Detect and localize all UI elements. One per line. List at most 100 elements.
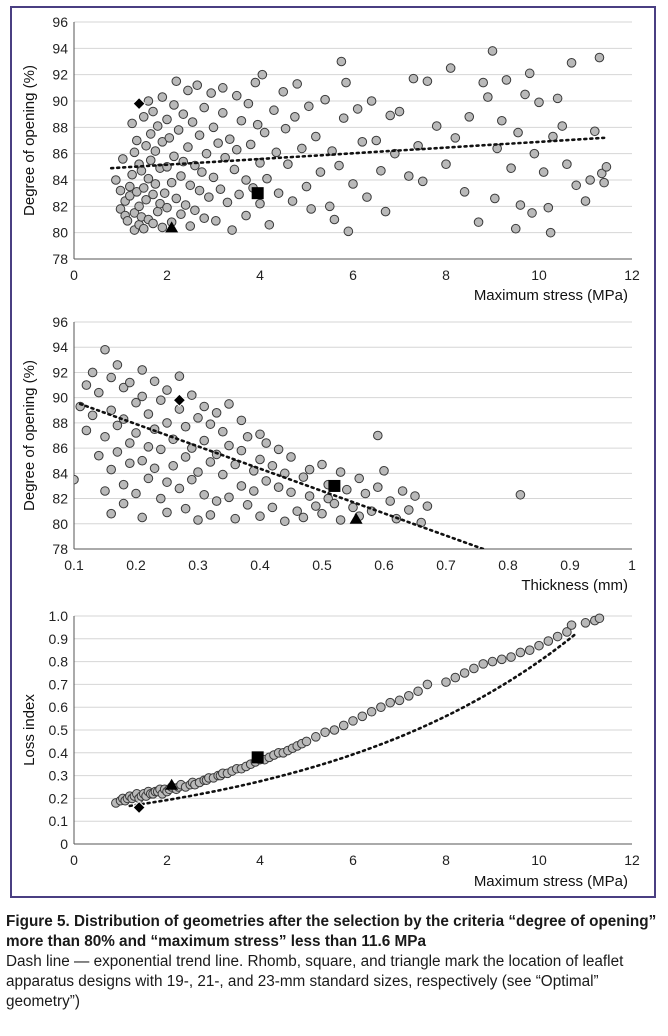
x-tick-label: 2 — [163, 267, 171, 283]
data-point — [571, 180, 582, 191]
data-point — [231, 144, 242, 155]
data-point — [125, 438, 135, 448]
data-point — [243, 98, 254, 109]
data-point — [404, 691, 414, 701]
data-point — [125, 458, 135, 469]
data-point — [506, 163, 516, 173]
data-point — [193, 467, 203, 477]
data-point — [497, 115, 507, 126]
data-point — [515, 647, 526, 658]
data-point — [543, 202, 554, 213]
data-point — [213, 138, 223, 148]
data-point — [501, 75, 512, 85]
data-point — [441, 159, 451, 169]
x-tick-label: 8 — [442, 852, 450, 868]
data-point — [273, 188, 284, 198]
data-point — [156, 493, 166, 504]
y-tick-label: 0.9 — [49, 631, 69, 647]
data-point — [194, 130, 205, 141]
data-point — [211, 408, 222, 418]
y-tick-label: 94 — [52, 339, 68, 355]
data-point — [278, 86, 289, 97]
data-point — [131, 428, 141, 438]
data-point — [534, 97, 544, 108]
x-tick-label: 1 — [628, 557, 636, 573]
data-point — [298, 472, 309, 482]
data-point — [298, 512, 309, 523]
data-point — [87, 367, 98, 378]
data-marks — [109, 46, 612, 238]
data-point — [180, 200, 191, 210]
data-point — [150, 179, 161, 189]
data-point — [149, 463, 160, 474]
data-point — [376, 702, 386, 713]
data-point — [315, 167, 326, 177]
data-point — [478, 77, 489, 88]
data-point — [255, 198, 265, 209]
data-point — [566, 58, 577, 68]
y-tick-label: 94 — [52, 40, 68, 56]
x-axis-title: Thickness (mm) — [521, 577, 628, 594]
data-point — [249, 466, 259, 476]
square-marker — [328, 479, 341, 492]
data-point — [141, 140, 151, 151]
data-point — [515, 489, 526, 500]
x-tick-label: 12 — [624, 267, 640, 283]
data-point — [157, 92, 168, 102]
data-point — [543, 636, 554, 646]
data-point — [134, 201, 144, 212]
data-point — [490, 193, 500, 204]
data-point — [115, 185, 126, 196]
data-point — [162, 202, 172, 213]
data-point — [206, 88, 216, 98]
data-point — [143, 409, 154, 419]
data-point — [311, 131, 321, 142]
data-point — [150, 146, 161, 156]
data-point — [590, 126, 600, 137]
data-point — [269, 105, 279, 116]
data-marks — [74, 344, 526, 549]
data-point — [168, 460, 178, 471]
data-point — [360, 488, 371, 499]
data-point — [352, 104, 363, 114]
data-point — [131, 488, 141, 499]
x-tick-label: 8 — [442, 267, 450, 283]
data-point — [169, 100, 179, 110]
y-tick-label: 96 — [52, 314, 68, 330]
data-point — [301, 736, 312, 747]
data-point — [487, 656, 498, 667]
data-point — [112, 447, 123, 457]
data-point — [320, 94, 330, 105]
x-tick-label: 6 — [349, 852, 357, 868]
data-point — [159, 188, 170, 198]
data-point — [127, 118, 137, 129]
data-point — [290, 112, 300, 122]
data-point — [137, 365, 147, 375]
chart-1: 78 80 82 84 86 88 90 92 94 96 0 2 4 6 8 10 12 Maximum str… — [21, 14, 640, 304]
data-point — [431, 121, 442, 131]
y-tick-label: 0.5 — [49, 722, 69, 738]
data-point — [373, 482, 383, 493]
data-point — [229, 164, 240, 175]
data-point — [199, 401, 209, 412]
data-point — [267, 502, 278, 513]
y-tick-label: 90 — [52, 93, 68, 109]
data-point — [138, 183, 149, 193]
data-point — [106, 508, 116, 519]
data-point — [261, 438, 271, 448]
data-point — [596, 168, 607, 179]
data-point — [524, 68, 535, 79]
data-point — [148, 106, 158, 117]
data-point — [157, 222, 168, 233]
x-tick-label: 6 — [349, 267, 357, 283]
data-point — [306, 204, 316, 214]
data-point — [464, 112, 475, 122]
data-point — [335, 515, 346, 525]
data-point — [125, 377, 135, 388]
data-point — [242, 500, 253, 510]
data-point — [286, 452, 296, 462]
data-point — [205, 510, 216, 520]
diamond-marker — [132, 800, 146, 815]
data-point — [336, 56, 347, 67]
data-point — [357, 137, 368, 147]
